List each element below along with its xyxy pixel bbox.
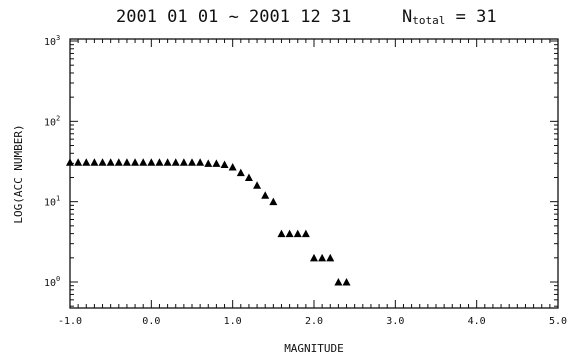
data-point-triangle bbox=[82, 158, 91, 166]
y-tick-label: 103 bbox=[44, 34, 60, 48]
data-point-triangle bbox=[318, 253, 327, 262]
data-point-triangle bbox=[147, 158, 156, 166]
data-point-triangle bbox=[285, 229, 294, 238]
y-tick-label: 101 bbox=[44, 195, 60, 209]
title-dates: 2001 01 01 ~ 2001 12 31 bbox=[116, 7, 351, 27]
data-point-triangle bbox=[74, 158, 83, 166]
x-tick-label: 4.0 bbox=[468, 316, 486, 327]
data-point-triangle bbox=[139, 158, 148, 166]
data-point-triangle bbox=[334, 278, 343, 286]
data-point-triangle bbox=[236, 168, 245, 177]
x-tick-labels: -1.0 0.0 1.0 2.0 3.0 4.0 5.0 bbox=[58, 316, 567, 327]
x-tick-label: 0.0 bbox=[142, 316, 160, 327]
data-point-triangle bbox=[171, 158, 180, 166]
data-point-triangle bbox=[98, 158, 107, 166]
data-point-triangle bbox=[326, 253, 335, 262]
data-point-triangle bbox=[163, 158, 172, 166]
y-tick-labels: 100 101 102 103 bbox=[44, 34, 60, 289]
data-point-triangle bbox=[204, 159, 213, 167]
data-point-triangle bbox=[122, 158, 131, 166]
data-point-triangle bbox=[106, 158, 115, 166]
data-point-triangle bbox=[212, 159, 221, 167]
x-tick-label: 1.0 bbox=[224, 316, 242, 327]
data-point-triangle bbox=[188, 158, 196, 166]
data-point-triangle bbox=[342, 278, 351, 286]
y-axis-ticks bbox=[70, 40, 558, 307]
y-tick-label: 102 bbox=[44, 114, 60, 128]
data-point-triangle bbox=[114, 158, 123, 166]
y-tick-label: 100 bbox=[44, 275, 60, 289]
x-tick-label: 3.0 bbox=[386, 316, 404, 327]
data-point-triangle bbox=[90, 158, 99, 166]
data-point-triangle bbox=[228, 163, 237, 171]
x-tick-label: 2.0 bbox=[305, 316, 323, 327]
data-point-triangle bbox=[196, 158, 205, 166]
x-axis-ticks bbox=[69, 39, 559, 308]
x-tick-label: -1.0 bbox=[58, 316, 82, 327]
data-point-triangle bbox=[244, 173, 253, 181]
data-point-triangle bbox=[261, 191, 270, 199]
data-point-triangle bbox=[269, 197, 278, 206]
x-tick-label: 5.0 bbox=[549, 316, 567, 327]
data-point-triangle bbox=[220, 160, 229, 169]
chart-title: 2001 01 01 ~ 2001 12 31 Ntotal = 31 bbox=[116, 7, 497, 27]
data-points bbox=[66, 158, 351, 286]
x-axis-label: MAGNITUDE bbox=[284, 342, 344, 355]
data-point-triangle bbox=[66, 158, 74, 166]
data-point-triangle bbox=[179, 158, 188, 166]
data-point-triangle bbox=[253, 181, 262, 189]
data-point-triangle bbox=[277, 229, 286, 238]
data-point-triangle bbox=[293, 229, 302, 238]
data-point-triangle bbox=[155, 158, 164, 166]
plot-frame bbox=[69, 38, 559, 309]
title-ntotal: Ntotal = 31 bbox=[402, 7, 497, 27]
data-point-triangle bbox=[310, 253, 318, 262]
data-point-triangle bbox=[131, 158, 140, 166]
data-point-triangle bbox=[301, 229, 310, 238]
y-axis-label: LOG(ACC NUMBER) bbox=[12, 124, 25, 223]
